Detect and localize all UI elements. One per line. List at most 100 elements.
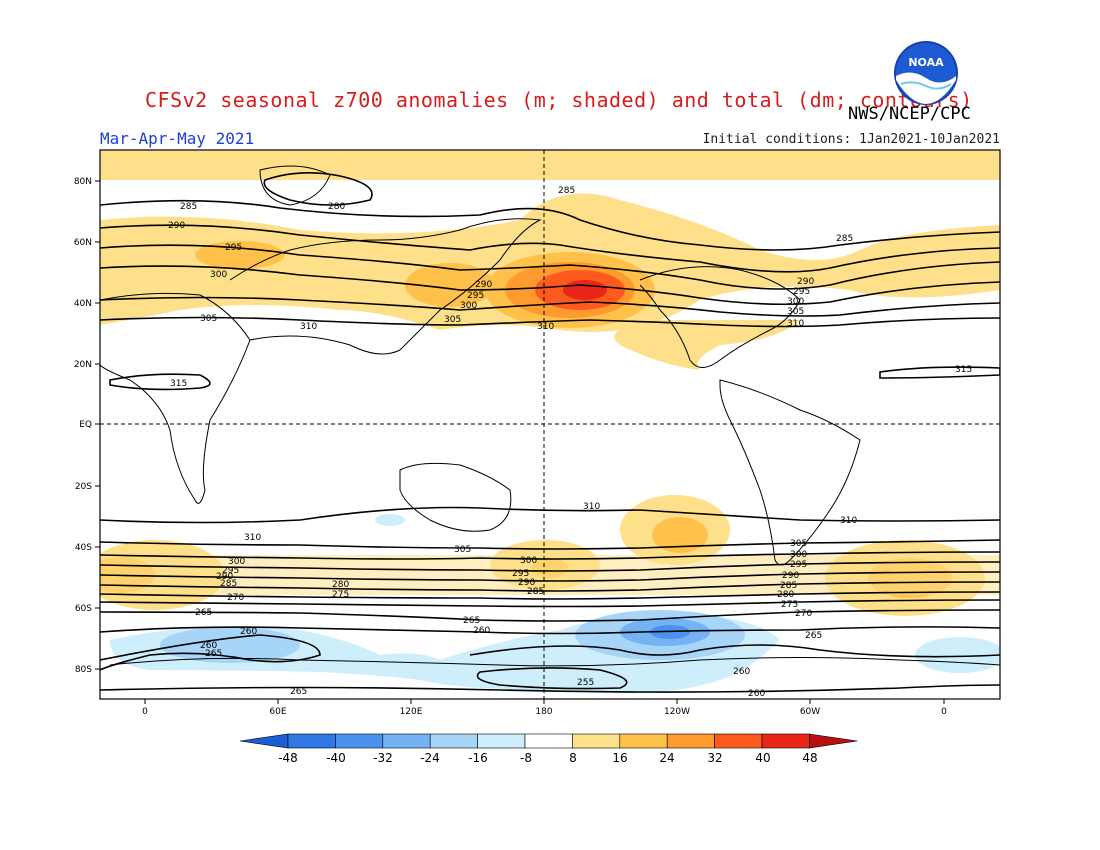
lon-labels: 0 60E 120E 180 120W 60W 0 [142,699,947,717]
contour-295 [100,244,1000,290]
contour-label: 300 [520,556,537,566]
colorbar-swatch [572,733,621,749]
colorbar-tick: -32 [373,751,393,765]
contour-label: 275 [781,600,798,610]
contour-label: 260 [240,627,257,637]
contour-label: 300 [228,557,245,567]
contour-label: 300 [790,550,807,560]
contour-label: 295 [793,287,810,297]
lat-label: 80N [74,177,92,187]
contour-290 [100,224,1000,273]
contour-295-sh [100,561,1000,572]
contour-label: 280 [332,580,349,590]
colorbar-swatch [619,733,668,749]
lat-label: 40S [75,543,92,553]
colorbar-swatch [287,733,336,749]
contour-300 [100,265,1000,306]
contour-label: 295 [467,291,484,301]
contour-label: 265 [205,649,222,659]
colorbar-tick: 24 [659,751,674,765]
contour-label: 260 [733,667,750,677]
colorbar-swatch [761,733,810,749]
contour-label: 305 [790,539,807,549]
contour-label: 265 [805,631,822,641]
colorbar-swatch [524,733,573,749]
contour-label: 300 [787,297,804,307]
contour-label: 280 [777,590,794,600]
colorbar-swatch [666,733,715,749]
contour-300-sh [100,551,1000,560]
lon-label: 120W [664,707,690,717]
contour-280 [263,172,373,206]
lat-label: 20S [75,482,92,492]
contour-label: 310 [583,502,600,512]
contour-315-east [879,366,1000,379]
contour-label: 290 [475,280,492,290]
colorbar-arrow-left [239,733,289,749]
contour-255 [476,667,628,690]
contour-label: 260 [748,689,765,699]
contour-label: 265 [463,616,480,626]
colorbar-ticks: -48 -40 -32 -24 -16 -8 8 16 24 32 40 48 [278,751,817,765]
contour-260-east [469,644,1000,658]
colorbar-tick: -24 [420,751,440,765]
lat-label: EQ [79,420,92,430]
contour-280-sh [100,591,1000,600]
contour-label: 300 [460,301,477,311]
coastlines [100,165,1000,667]
lat-label: 60S [75,604,92,614]
colorbar-boxes [239,733,858,749]
contour-label: 280 [328,202,345,212]
colorbar-swatch [714,733,763,749]
contour-265-sh [100,626,1000,635]
colorbar-tick: 48 [802,751,817,765]
lat-label: 20N [74,360,92,370]
contour-label: 275 [332,590,349,600]
australia-coast [399,462,512,532]
contour-label: 285 [527,587,544,597]
contour-label: 285 [780,581,797,591]
lat-labels: 80N 60N 40N 20N EQ 20S 40S 60S 80S [74,177,100,675]
contour-290-sh [100,571,1000,582]
contour-label: 305 [454,545,471,555]
positive-anomalies [100,150,1000,370]
contour-270-sh [100,609,1000,622]
contour-label: 310 [244,533,261,543]
contour-305-sh [100,539,1000,550]
lon-label: 0 [142,707,148,717]
contour-310-sh [100,506,1000,524]
contour-label: 300 [210,270,227,280]
contour-label: 305 [787,307,804,317]
contour-265-outer [100,684,1000,693]
colorbar-swatch [335,733,384,749]
contour-labels: 280 285 285 285 290 290 290 295 295 295 … [168,186,972,699]
contour-label: 265 [290,687,307,697]
contour-label: 305 [200,314,217,324]
contour-label: 310 [787,319,804,329]
colorbar-swatch [382,733,431,749]
agency-label: NWS/NCEP/CPC [848,104,971,124]
colorbar-tick: 8 [569,751,577,765]
contour-label: 310 [537,322,554,332]
contour-label: 285 [220,579,237,589]
contour-label: 315 [955,365,972,375]
noaa-logo-text: NOAA [908,56,944,69]
contour-285 [100,199,1000,251]
contour-label: 270 [227,593,244,603]
lat-label: 80S [75,665,92,675]
contour-285-sh [100,581,1000,592]
contour-260-west [100,634,321,671]
initial-conditions-label: Initial conditions: 1Jan2021-10Jan2021 [702,132,1000,147]
north-america-coast [639,266,801,368]
nh-contours [100,172,1000,391]
contour-label: 260 [200,641,217,651]
contour-310 [100,316,1000,328]
colorbar-arrow-right [809,733,858,749]
contour-label: 290 [168,221,185,231]
contour-label: 310 [300,322,317,332]
contour-label: 290 [782,571,799,581]
contour-label: 315 [170,379,187,389]
antarctica-coast [109,657,1000,667]
colorbar-tick: 32 [707,751,722,765]
